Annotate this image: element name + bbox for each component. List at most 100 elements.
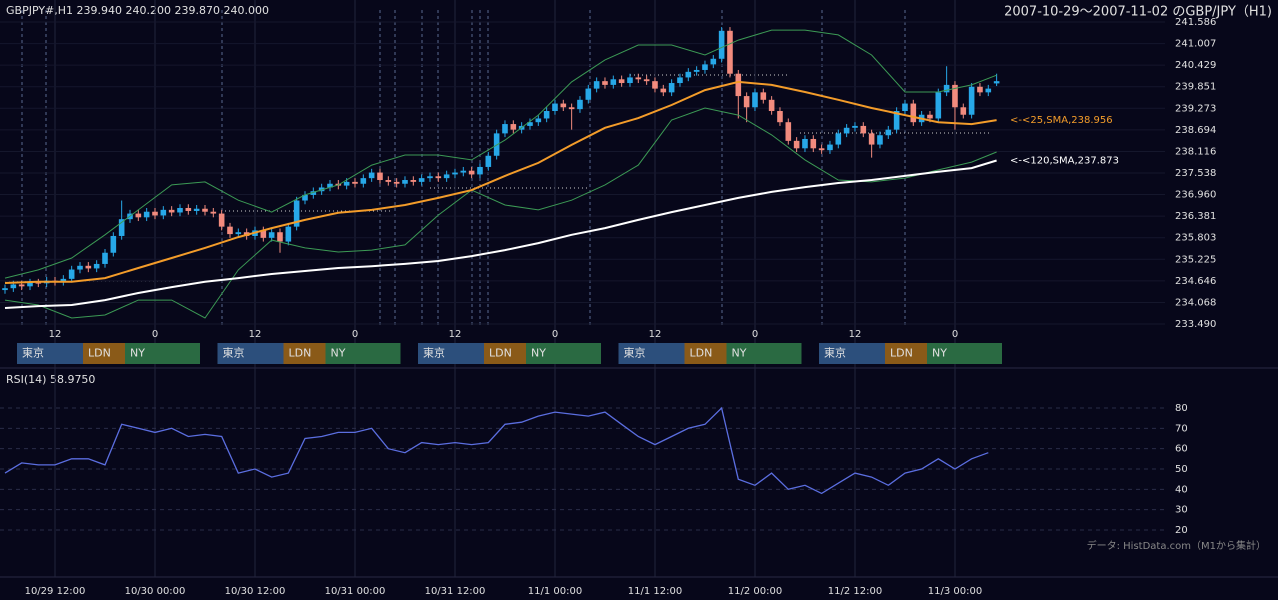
candle-body bbox=[760, 92, 767, 100]
source-note: データ: HistData.com（M1から集計） bbox=[1087, 539, 1266, 552]
candle-body bbox=[843, 127, 850, 134]
candle-body bbox=[352, 181, 358, 184]
session-label: NY bbox=[732, 347, 747, 360]
candle-body bbox=[460, 170, 467, 173]
candle-body bbox=[818, 148, 825, 151]
candle-body bbox=[227, 226, 233, 235]
candle-body bbox=[93, 263, 100, 269]
candle-body bbox=[193, 208, 200, 211]
session-block bbox=[618, 343, 685, 364]
candle-body bbox=[143, 211, 150, 218]
candle-body bbox=[885, 129, 892, 136]
candle-body bbox=[2, 288, 8, 291]
candle-body bbox=[702, 64, 708, 70]
session-label: LDN bbox=[690, 347, 713, 360]
candle-body bbox=[168, 209, 175, 213]
candle-body bbox=[652, 81, 658, 89]
candle-body bbox=[102, 252, 108, 264]
x-tick-label: 11/3 00:00 bbox=[928, 586, 982, 597]
candle-body bbox=[635, 77, 642, 80]
candle-body bbox=[35, 282, 42, 284]
line-annotation: <-<120,SMA,237.873 bbox=[1010, 156, 1119, 167]
hour-label: 12 bbox=[449, 329, 462, 340]
session-block bbox=[484, 343, 526, 364]
y-tick-label: 235.225 bbox=[1175, 254, 1216, 265]
y-tick-label: 236.381 bbox=[1175, 211, 1216, 222]
x-tick-label: 11/1 12:00 bbox=[628, 586, 682, 597]
candle-body bbox=[677, 77, 683, 84]
candle-body bbox=[535, 118, 542, 123]
session-label: 東京 bbox=[423, 346, 445, 360]
session-label: LDN bbox=[88, 347, 111, 360]
session-label: NY bbox=[531, 347, 546, 360]
candle-body bbox=[752, 92, 758, 108]
candle-body bbox=[852, 125, 858, 128]
candle-body bbox=[293, 200, 300, 227]
candle-body bbox=[118, 219, 125, 236]
candle-body bbox=[27, 282, 33, 287]
session-block bbox=[526, 343, 601, 364]
candle-body bbox=[668, 83, 675, 93]
hour-label: 0 bbox=[152, 329, 158, 340]
candle-body bbox=[735, 73, 742, 97]
hour-label: 12 bbox=[649, 329, 662, 340]
candle-body bbox=[302, 194, 308, 201]
candle-body bbox=[960, 107, 967, 115]
hour-label: 12 bbox=[49, 329, 62, 340]
candle-body bbox=[527, 122, 533, 126]
candle-body bbox=[185, 207, 192, 211]
candle-body bbox=[993, 81, 1000, 84]
candle-body bbox=[785, 122, 792, 141]
rsi-line bbox=[4, 406, 989, 495]
indicator-line bbox=[4, 29, 997, 279]
candle-body bbox=[610, 79, 617, 85]
candle-body bbox=[285, 226, 292, 242]
y-tick-label: 238.116 bbox=[1175, 146, 1216, 157]
candle-body bbox=[368, 172, 375, 179]
candle-body bbox=[435, 176, 442, 179]
y-tick-label: 241.007 bbox=[1175, 39, 1216, 50]
candle-body bbox=[977, 86, 983, 93]
candle-body bbox=[510, 124, 517, 130]
candle-body bbox=[68, 269, 75, 279]
candle-body bbox=[502, 124, 508, 134]
candle-body bbox=[85, 265, 92, 269]
candle-body bbox=[810, 138, 817, 149]
x-tick-label: 10/30 12:00 bbox=[225, 586, 286, 597]
candle-body bbox=[710, 58, 717, 65]
line-annotation: <-<25,SMA,238.956 bbox=[1010, 115, 1113, 126]
candle-body bbox=[10, 284, 17, 289]
candle-body bbox=[327, 183, 333, 188]
rsi-tick-label: 50 bbox=[1175, 464, 1188, 475]
candle-body bbox=[560, 103, 567, 108]
candle-body bbox=[743, 96, 750, 108]
candle-body bbox=[318, 187, 325, 192]
candle-body bbox=[177, 207, 183, 213]
candle-body bbox=[60, 278, 67, 282]
rsi-tick-label: 30 bbox=[1175, 505, 1188, 516]
candle-body bbox=[927, 114, 933, 119]
session-block bbox=[325, 343, 401, 364]
candle-body bbox=[602, 81, 608, 85]
candle-body bbox=[385, 180, 392, 182]
event-lines bbox=[5, 10, 990, 328]
candle-body bbox=[577, 99, 583, 110]
candle-body bbox=[485, 155, 492, 167]
candle-body bbox=[410, 180, 417, 182]
candle-body bbox=[685, 71, 692, 78]
candle-body bbox=[618, 79, 625, 84]
y-tick-label: 233.490 bbox=[1175, 319, 1216, 330]
hour-label: 0 bbox=[752, 329, 758, 340]
candle-body bbox=[968, 86, 975, 115]
indicator-line bbox=[4, 107, 997, 319]
y-tick-label: 237.538 bbox=[1175, 168, 1216, 179]
session-label: 東京 bbox=[624, 346, 646, 360]
indicator-line bbox=[4, 159, 997, 309]
candle-body bbox=[477, 166, 483, 175]
hour-label: 12 bbox=[849, 329, 862, 340]
candle-body bbox=[110, 235, 117, 253]
candle-body bbox=[768, 99, 775, 112]
candle-body bbox=[552, 103, 558, 112]
x-tick-label: 10/31 12:00 bbox=[425, 586, 486, 597]
